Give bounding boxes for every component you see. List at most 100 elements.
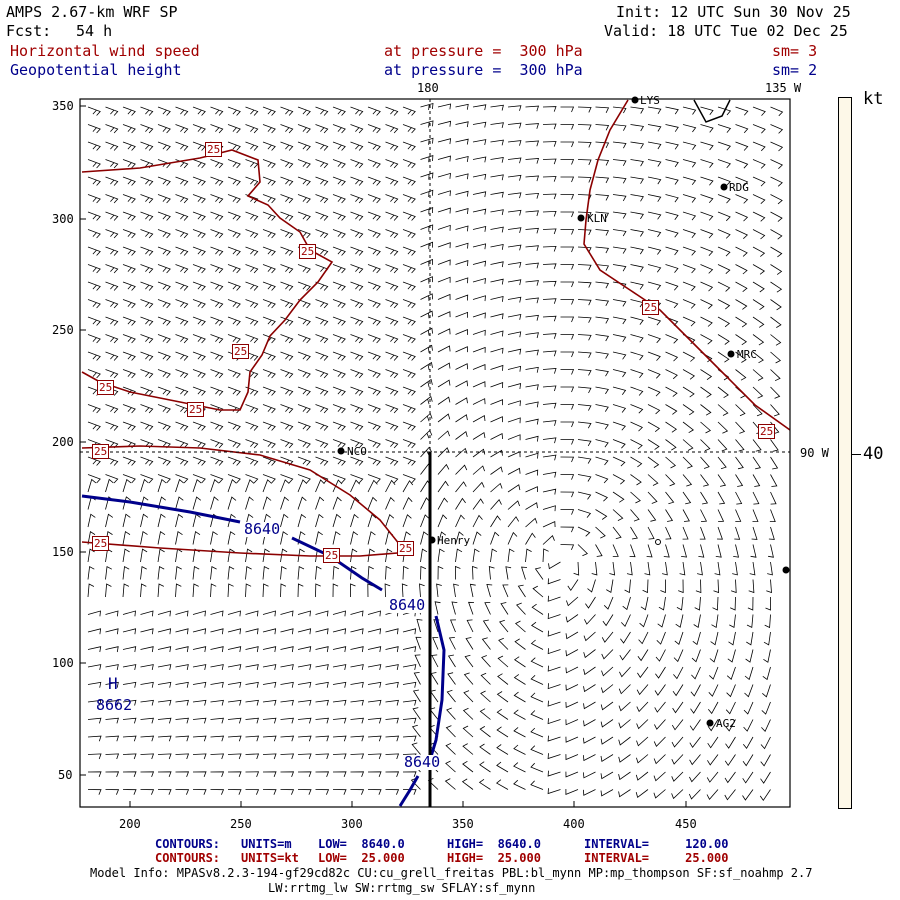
wind-barb [665, 509, 674, 522]
wind-barb [700, 421, 712, 434]
wind-barb [350, 753, 365, 760]
wind-barb [612, 246, 627, 254]
footer-height-label: CONTOURS: [155, 837, 221, 851]
wind-barb [350, 513, 359, 528]
wind-barb [157, 478, 167, 493]
wind-barb [700, 299, 713, 309]
wind-barb [735, 509, 742, 522]
wind-barb [565, 631, 579, 640]
wind-barb [507, 227, 522, 233]
wind-barb [122, 334, 136, 344]
wind-barb [437, 293, 451, 300]
wind-barb [332, 299, 346, 309]
map-frame [79, 98, 791, 808]
wind-barb [332, 264, 346, 274]
x-tick-300: 300 [341, 817, 363, 831]
wind-barb [565, 614, 579, 623]
wind-barb [514, 638, 526, 650]
wind-barb [297, 628, 312, 635]
wind-barb [735, 159, 749, 169]
wind-barb [745, 649, 754, 663]
wind-barb [455, 277, 469, 284]
wind-barb [761, 701, 771, 715]
wind-barb [700, 334, 713, 345]
wind-barb [479, 761, 491, 773]
wind-barb [140, 531, 148, 545]
wind-barb [513, 656, 526, 668]
wind-barb [525, 384, 539, 391]
wind-barb [367, 456, 381, 466]
wind-barb [402, 351, 416, 361]
wind-barb [507, 400, 521, 407]
field2-smoothing: sm= 2 [772, 61, 818, 79]
wind-barb [350, 124, 364, 134]
wind-barb [367, 159, 381, 169]
wind-barb [315, 246, 329, 256]
wind-barb [157, 194, 171, 204]
wind-barb [105, 789, 120, 795]
wind-barb [157, 753, 172, 760]
wind-barb [455, 155, 469, 162]
wind-barb [262, 456, 276, 466]
wind-barb [437, 120, 452, 127]
wind-barb [472, 381, 486, 388]
wind-barb [140, 753, 155, 760]
wind-barb [227, 141, 241, 151]
wind-barb [542, 488, 557, 495]
wind-barb [547, 735, 561, 742]
wind-barb [717, 369, 730, 381]
wind-barb [525, 175, 540, 182]
footer-wind-units: UNITS=kt [241, 851, 299, 865]
wind-barb [490, 364, 504, 371]
wind-barb [140, 351, 154, 361]
wind-barb [507, 331, 522, 338]
wind-barb [724, 789, 736, 801]
wind-barb [87, 565, 95, 580]
wind-barb [297, 610, 311, 617]
wind-barb [768, 544, 774, 558]
wind-barb [227, 735, 242, 742]
wind-barb [140, 735, 155, 742]
wind-barb [768, 526, 775, 540]
wind-label-11: 25 [397, 541, 415, 556]
wind-barb [262, 281, 276, 291]
wind-barb [315, 646, 329, 653]
wind-barb [507, 434, 521, 441]
wind-barb [122, 474, 136, 484]
wind-barb [764, 614, 771, 629]
wind-barb [175, 351, 189, 361]
wind-barb [412, 689, 421, 703]
wind-barb [671, 754, 684, 765]
wind-barb [227, 439, 241, 449]
wind-barb [140, 176, 154, 186]
wind-barb [752, 211, 766, 222]
wind-barb [560, 386, 575, 393]
wind-barb [742, 736, 754, 750]
wind-barb [490, 382, 504, 389]
wind-barb [315, 194, 329, 204]
wind-barb [192, 106, 206, 116]
wind-barb [565, 719, 579, 726]
wind-barb [350, 474, 364, 484]
wind-barb [717, 404, 729, 416]
wind-barb [367, 531, 376, 545]
wind-barb [122, 124, 136, 134]
wind-barb [560, 246, 575, 253]
wind-barb [227, 194, 241, 204]
wind-barb [724, 771, 736, 784]
wind-barb [420, 514, 430, 528]
wind-barb [210, 496, 219, 510]
wind-barb [455, 329, 468, 335]
wind-barb [105, 771, 120, 778]
wind-barb [647, 176, 662, 185]
wind-barb [770, 106, 784, 117]
wind-barb [350, 531, 359, 545]
wind-barb [690, 701, 701, 714]
wind-barb [682, 264, 696, 274]
wind-barb [297, 664, 312, 670]
wind-barb [507, 209, 522, 216]
wind-barb [455, 138, 469, 145]
wind-barb [367, 753, 382, 760]
wind-barb [262, 176, 276, 186]
wind-barb [636, 719, 649, 730]
